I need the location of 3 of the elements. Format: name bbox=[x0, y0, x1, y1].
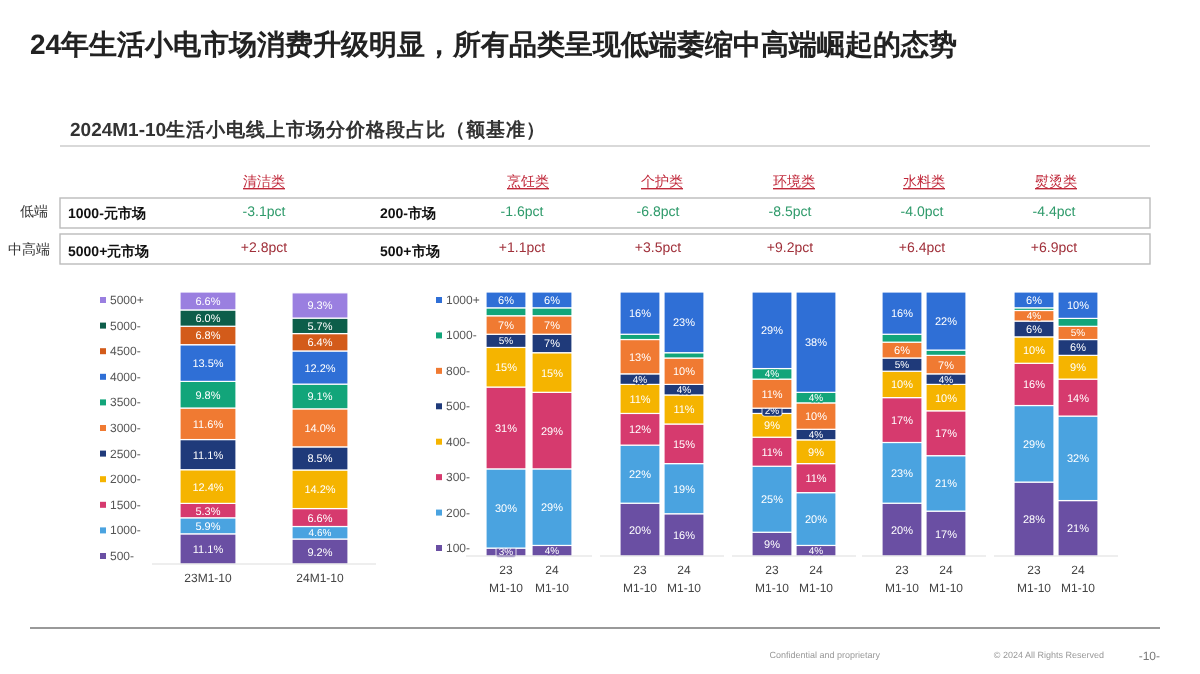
text: 2024M1-10生活小电线上市场分价格段占比（额基准） bbox=[70, 118, 547, 142]
text: 24年生活小电市场消费升级明显，所有品类呈现低端萎缩中高端崛起的态势 bbox=[30, 28, 958, 60]
bar bbox=[485, 291, 527, 309]
